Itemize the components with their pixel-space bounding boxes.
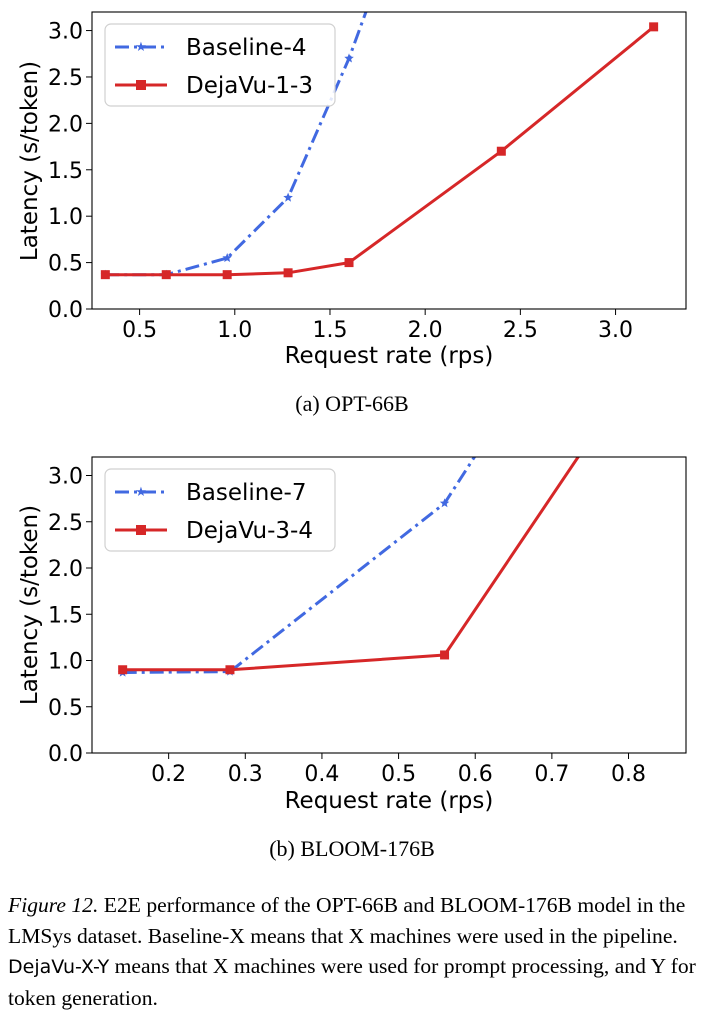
x-tick-label: 1.0 <box>217 318 252 343</box>
legend-label-baseline: Baseline-7 <box>186 480 306 506</box>
data-point-marker <box>344 53 354 63</box>
x-tick-label: 0.5 <box>122 318 157 343</box>
legend-marker-square <box>136 525 146 535</box>
x-tick-label: 0.6 <box>458 762 493 787</box>
y-tick-label: 3.0 <box>48 20 83 45</box>
x-tick-label: 0.4 <box>304 762 339 787</box>
x-tick-label: 3.0 <box>598 318 633 343</box>
data-point-marker <box>118 665 128 675</box>
legend-marker-star: ★ <box>135 40 147 55</box>
x-axis-label: Request rate (rps) <box>285 343 494 369</box>
data-point-marker <box>283 268 293 278</box>
y-tick-label: 2.0 <box>48 112 83 137</box>
caption-text: E2E performance of the OPT-66B and BLOOM… <box>8 893 686 948</box>
y-tick-label: 0.5 <box>48 252 83 277</box>
x-tick-label: 0.3 <box>228 762 263 787</box>
x-tick-label: 2.5 <box>503 318 538 343</box>
figure-caption: Figure 12. E2E performance of the OPT-66… <box>8 890 698 1013</box>
figure-svg: 0.5 1.0 1.5 2.0 2.5 3.00.00.51.01.52.02.53.0 … <box>17 11 687 861</box>
y-tick-label: 2.5 <box>48 66 83 91</box>
y-tick-label: 1.5 <box>48 603 83 628</box>
series-line-baseline-7 <box>122 457 477 674</box>
y-axis-label: Latency (s/token) <box>17 505 43 705</box>
legend-marker-square <box>136 80 146 90</box>
data-point-marker <box>440 650 450 660</box>
data-point-marker <box>547 332 557 341</box>
caption-text-end: means that X machines were used for prom… <box>8 954 696 1010</box>
y-tick-label: 1.5 <box>48 159 83 184</box>
y-tick-label: 0.0 <box>48 742 83 767</box>
legend: ★ Baseline-4 DejaVu-1-3 <box>104 23 336 107</box>
y-tick-label: 2.5 <box>48 511 83 536</box>
x-tick-label: 0.2 <box>151 762 186 787</box>
data-point-marker <box>655 332 664 341</box>
x-tick-label: 1.5 <box>312 318 347 343</box>
subcaption: (b) BLOOM-176B <box>269 836 435 861</box>
x-tick-label: 2.0 <box>408 318 443 343</box>
data-point-marker <box>222 270 232 280</box>
x-tick-label: 0.8 <box>611 762 646 787</box>
legend-label-dejavu: DejaVu-3-4 <box>186 518 313 544</box>
chart-panel-bloom-176b: 0.2 0.3 0.4 0.5 0.6 0.7 0.8 0.0 0.5 1.0 1.5 2.0 2.5 3… <box>17 332 687 861</box>
plot-frame <box>91 456 687 754</box>
data-point-marker <box>344 258 354 268</box>
x-axis-label: Request rate (rps) <box>285 788 494 814</box>
y-tick-label: 3.0 <box>48 465 83 490</box>
y-tick-label: 0.0 <box>48 298 83 323</box>
data-point-marker <box>225 665 235 675</box>
legend-label-baseline: Baseline-4 <box>186 35 306 61</box>
subcaption: (a) OPT-66B <box>295 391 408 416</box>
data-point-marker <box>439 498 450 508</box>
data-point-marker <box>222 253 232 262</box>
data-point-marker <box>100 270 110 280</box>
y-tick-label: 0.5 <box>48 696 83 721</box>
data-point-marker <box>161 270 171 280</box>
data-point-marker <box>283 192 293 202</box>
plot-frame <box>91 11 687 310</box>
series-group <box>100 12 659 280</box>
legend: ★ Baseline-7 DejaVu-3-4 <box>104 468 336 552</box>
x-tick-label: 0.7 <box>534 762 569 787</box>
y-axis-label: Latency (s/token) <box>17 61 43 261</box>
y-tick-label: 2.0 <box>48 557 83 582</box>
caption-mono-term: DejaVu-X-Y <box>8 956 110 978</box>
legend-label-dejavu: DejaVu-1-3 <box>186 73 313 99</box>
tick-group: 0.2 0.3 0.4 0.5 0.6 0.7 0.8 0.0 0.5 1.0 1.5 2.0 2.5 3… <box>48 465 646 788</box>
caption-label: Figure 12. <box>8 893 99 917</box>
legend-marker-star: ★ <box>135 485 147 500</box>
chart-panel-opt-66b: 0.5 1.0 1.5 2.0 2.5 3.00.00.51.01.52.02.53.0 … <box>17 11 687 416</box>
series-line-baseline-4 <box>105 12 368 277</box>
tick-group: 0.5 1.0 1.5 2.0 2.5 3.0 0.0 0.5 1.0 1.5 2.0 2.5 3.0 <box>48 20 633 343</box>
data-point-marker <box>649 22 659 32</box>
series-line-dejavu-3-4 <box>122 457 580 672</box>
y-tick-label: 1.0 <box>48 205 83 230</box>
y-tick-label: 1.0 <box>48 650 83 675</box>
data-point-marker <box>496 146 506 156</box>
x-tick-label: 0.5 <box>381 762 416 787</box>
series-group <box>117 332 664 677</box>
